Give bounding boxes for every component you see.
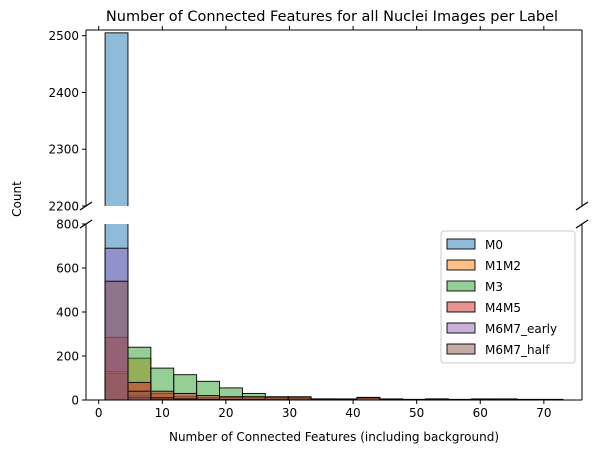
y-tick-label-upper: 2400 <box>48 86 79 100</box>
y-tick-label-lower: 600 <box>56 262 79 276</box>
y-tick-label-upper: 2200 <box>48 200 79 214</box>
legend-label: M1M2 <box>485 259 521 273</box>
axis-break-mark-1 <box>575 201 589 211</box>
legend-swatch <box>446 259 476 271</box>
chart-title: Number of Connected Features for all Nuc… <box>106 9 558 25</box>
x-tick-label: 30 <box>282 406 297 420</box>
legend-label: M6M7_early <box>485 322 557 336</box>
y-tick-label-lower: 200 <box>56 350 79 364</box>
bar-m6m7-half-1 <box>127 390 152 400</box>
upper-panel: 2200 2300 2400 2500 <box>48 26 583 214</box>
legend-label: M0 <box>485 238 503 252</box>
y-tick-label-lower: 400 <box>56 306 79 320</box>
y-tick-label-lower: 0 <box>71 394 79 408</box>
legend-swatch <box>446 301 476 313</box>
x-tick-label: 20 <box>218 406 233 420</box>
y-axis-label: Count <box>10 181 24 217</box>
legend-swatch <box>446 343 476 355</box>
upper-bars <box>104 32 129 206</box>
bar-m0-0-upper <box>104 32 129 206</box>
y-tick-label-upper: 2300 <box>48 143 79 157</box>
lower-panel: 0 200 400 600 800 0 10 20 30 40 50 60 70 <box>56 201 589 420</box>
legend-label: M4M5 <box>485 301 521 315</box>
legend-swatch <box>446 280 476 292</box>
legend-swatch <box>446 238 476 250</box>
axis-break-mark-0 <box>79 201 93 211</box>
x-tick-label: 0 <box>95 406 103 420</box>
legend: M0 M1M2 M3 M4M5 M6M7_early M6M7_half <box>440 230 576 364</box>
x-axis-label: Number of Connected Features (including … <box>169 430 499 444</box>
legend-swatch <box>446 322 476 334</box>
x-tick-label: 10 <box>155 406 170 420</box>
legend-label: M3 <box>485 280 503 294</box>
legend-label: M6M7_half <box>485 343 550 357</box>
bar-m6m7-half-0 <box>104 280 129 400</box>
x-tick-label: 50 <box>409 406 424 420</box>
x-tick-label: 70 <box>536 406 551 420</box>
x-tick-label: 60 <box>473 406 488 420</box>
y-tick-label-upper: 2500 <box>48 29 79 43</box>
bar-m4m5-8 <box>287 396 312 400</box>
y-tick-label-lower: 800 <box>56 218 79 232</box>
x-tick-label: 40 <box>345 406 360 420</box>
axis-break-mark-3 <box>575 219 589 229</box>
